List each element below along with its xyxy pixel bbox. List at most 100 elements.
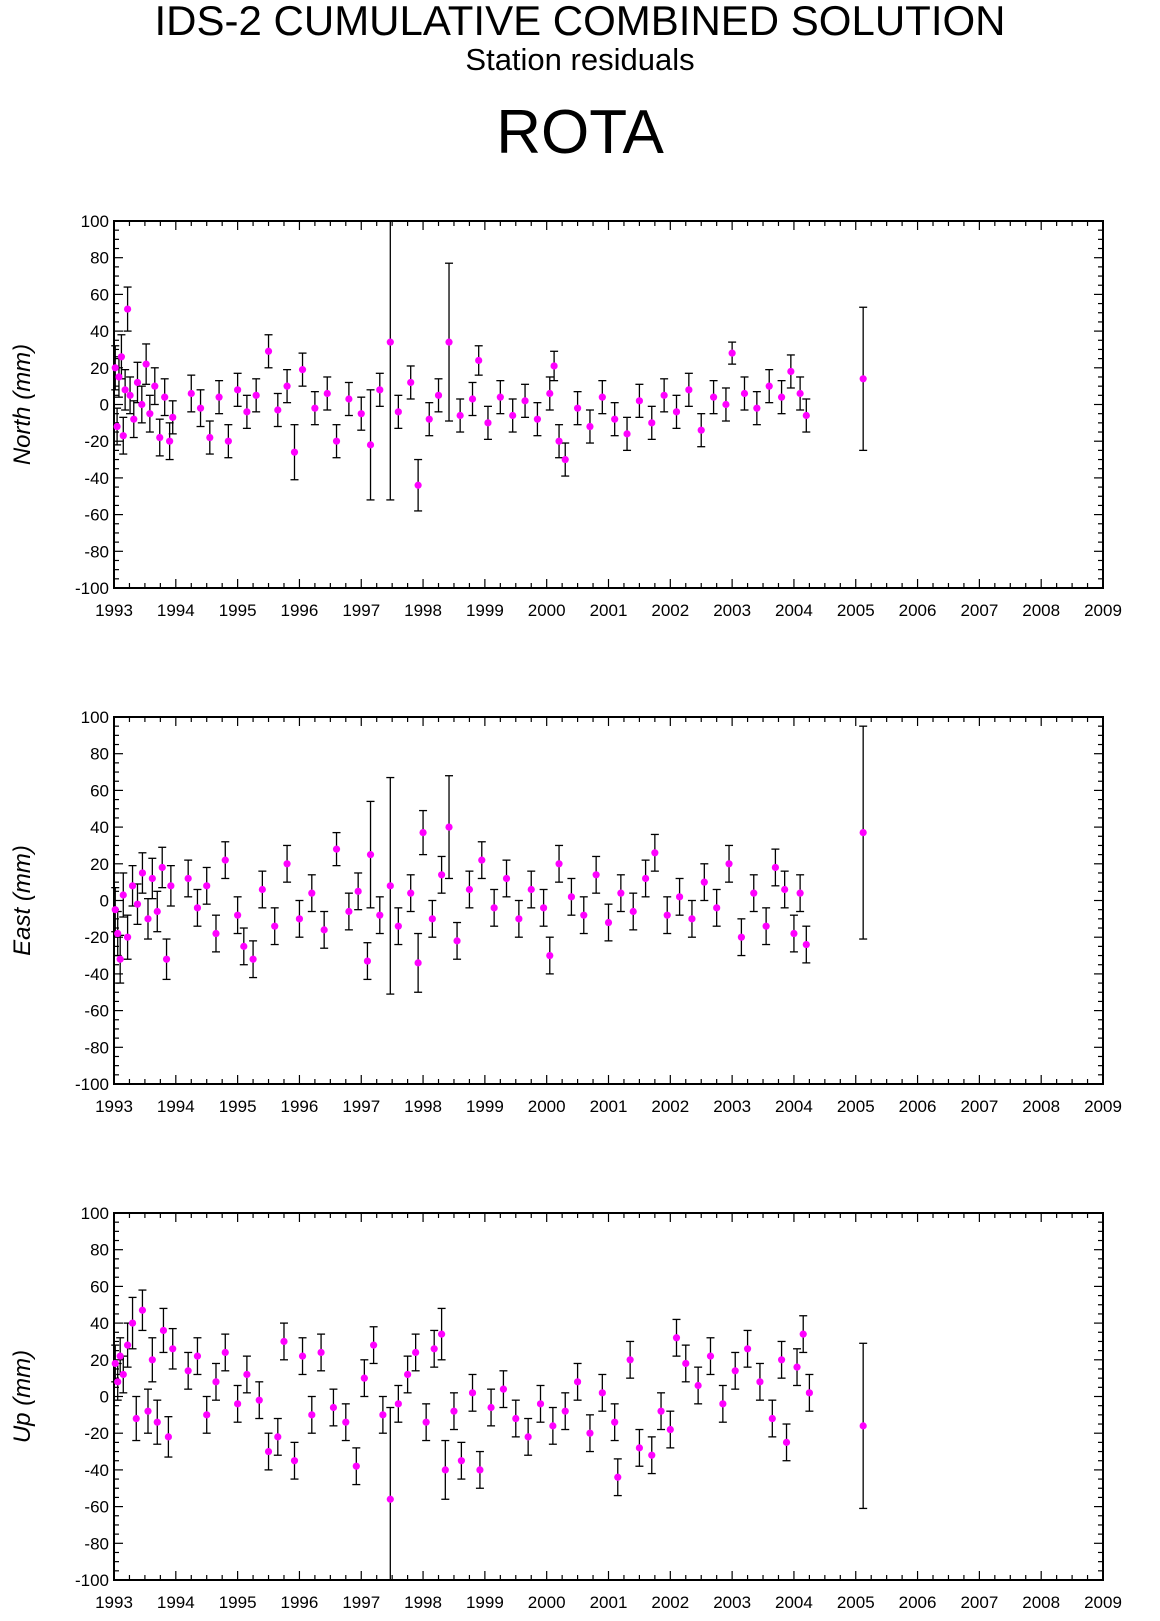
data-point — [550, 362, 558, 370]
data-point — [132, 1414, 140, 1423]
data-point — [113, 422, 121, 431]
x-tick-label: 1998 — [404, 1097, 442, 1116]
x-tick-label: 1998 — [404, 601, 442, 620]
data-point — [283, 382, 291, 390]
data-point — [468, 1389, 477, 1397]
x-tick-label: 2001 — [590, 1097, 628, 1116]
data-point — [777, 393, 786, 401]
data-point — [648, 1451, 656, 1459]
data-point — [130, 415, 138, 423]
data-point — [728, 349, 736, 357]
data-point — [193, 904, 202, 912]
data-point — [148, 874, 156, 883]
data-point — [478, 856, 486, 864]
data-point — [502, 874, 511, 883]
data-point — [753, 404, 761, 412]
data-point — [193, 1352, 202, 1360]
data-point — [243, 1370, 251, 1379]
data-point — [144, 1407, 152, 1415]
data-point — [468, 395, 477, 403]
data-point — [290, 1457, 299, 1465]
data-point — [386, 1495, 394, 1503]
y-axis-label: East (mm) — [9, 845, 36, 956]
data-point — [394, 1400, 402, 1408]
data-point — [354, 887, 362, 895]
data-point — [604, 918, 613, 927]
data-point — [271, 922, 279, 930]
data-point — [740, 389, 749, 398]
data-point — [660, 391, 668, 399]
data-point — [626, 1356, 634, 1364]
data-point — [694, 1381, 702, 1390]
x-tick-label: 2000 — [528, 1097, 566, 1116]
y-tick-label: 100 — [81, 708, 109, 727]
data-point — [138, 400, 146, 409]
data-point — [234, 911, 242, 919]
y-tick-label: -20 — [84, 1424, 109, 1443]
data-point — [111, 1359, 119, 1368]
x-tick-label: 1997 — [342, 601, 380, 620]
data-point — [187, 389, 195, 398]
data-point — [123, 305, 132, 313]
data-point — [332, 437, 341, 445]
data-point — [221, 1348, 229, 1357]
data-point — [148, 1356, 156, 1364]
data-point — [781, 885, 789, 894]
plot-frame — [113, 1212, 1104, 1581]
data-point — [158, 863, 166, 872]
data-point — [128, 882, 137, 890]
data-point — [546, 389, 554, 398]
data-point — [722, 400, 730, 409]
data-point — [499, 1385, 508, 1393]
data-point — [555, 437, 563, 445]
data-point — [252, 391, 260, 399]
y-tick-label: 100 — [81, 1204, 109, 1223]
x-tick-label: 2008 — [1022, 601, 1060, 620]
data-point — [623, 430, 631, 438]
data-point — [169, 1345, 177, 1353]
data-point — [308, 889, 316, 897]
y-tick-label: -60 — [84, 506, 109, 525]
data-point — [771, 863, 779, 872]
data-point — [363, 957, 372, 965]
data-point — [298, 1352, 307, 1360]
data-point — [445, 338, 453, 346]
data-point — [509, 411, 517, 420]
data-point — [114, 929, 122, 938]
y-tick-label: 40 — [90, 322, 109, 341]
data-point — [796, 389, 804, 398]
x-tick-label: 2007 — [960, 1593, 998, 1612]
data-point — [370, 1341, 378, 1349]
data-point — [496, 393, 504, 401]
data-point — [379, 1411, 387, 1419]
data-point — [614, 1473, 622, 1481]
x-tick-label: 2002 — [651, 1593, 689, 1612]
data-point — [475, 356, 483, 365]
data-point — [357, 410, 365, 418]
data-point — [438, 871, 446, 879]
data-point — [635, 397, 644, 405]
data-point — [719, 1400, 727, 1408]
data-point — [162, 955, 171, 963]
data-point — [700, 878, 708, 886]
data-point — [298, 366, 307, 374]
data-point — [586, 1429, 594, 1437]
y-tick-label: 80 — [90, 249, 109, 268]
data-point — [376, 911, 384, 919]
data-point — [116, 1352, 124, 1360]
data-point — [117, 353, 126, 361]
data-point — [116, 955, 124, 963]
data-point — [419, 829, 427, 837]
data-point — [635, 1444, 644, 1452]
data-point — [428, 915, 436, 923]
data-point — [119, 1370, 127, 1379]
data-point — [342, 1418, 350, 1426]
data-point — [859, 375, 867, 383]
y-tick-label: -20 — [84, 432, 109, 451]
data-point — [648, 419, 656, 427]
data-point — [414, 959, 422, 967]
data-point — [366, 851, 375, 859]
data-point — [580, 911, 588, 919]
data-point — [274, 406, 282, 414]
data-point — [567, 893, 576, 901]
